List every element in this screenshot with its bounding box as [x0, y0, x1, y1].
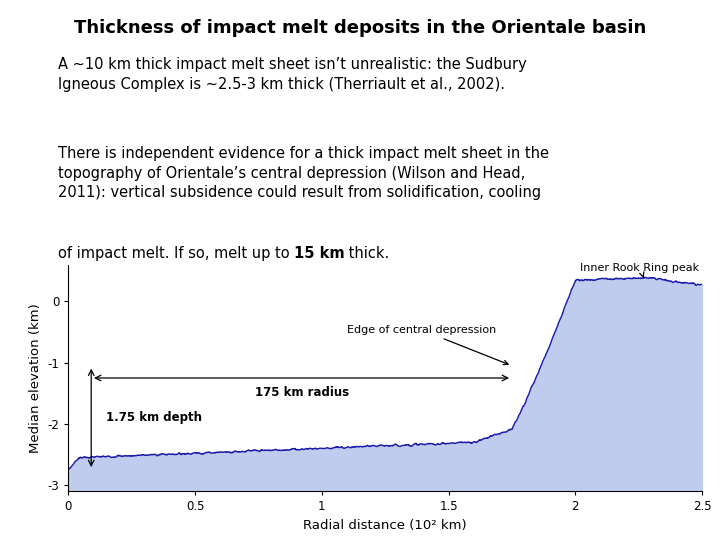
- X-axis label: Radial distance (10² km): Radial distance (10² km): [303, 519, 467, 532]
- Text: Thickness of impact melt deposits in the Orientale basin: Thickness of impact melt deposits in the…: [74, 19, 646, 37]
- Text: of impact melt. If so, melt up to: of impact melt. If so, melt up to: [58, 246, 294, 261]
- Text: 15 km: 15 km: [294, 246, 344, 261]
- Y-axis label: Median elevation (km): Median elevation (km): [29, 303, 42, 453]
- Text: Edge of central depression: Edge of central depression: [347, 325, 508, 364]
- Text: There is independent evidence for a thick impact melt sheet in the
topography of: There is independent evidence for a thic…: [58, 146, 549, 200]
- Text: 1.75 km depth: 1.75 km depth: [107, 411, 202, 424]
- Text: Inner Rook Ring peak: Inner Rook Ring peak: [580, 262, 699, 278]
- Text: thick.: thick.: [344, 246, 390, 261]
- Text: 175 km radius: 175 km radius: [254, 386, 348, 399]
- Text: A ~10 km thick impact melt sheet isn’t unrealistic: the Sudbury
Igneous Complex : A ~10 km thick impact melt sheet isn’t u…: [58, 57, 526, 91]
